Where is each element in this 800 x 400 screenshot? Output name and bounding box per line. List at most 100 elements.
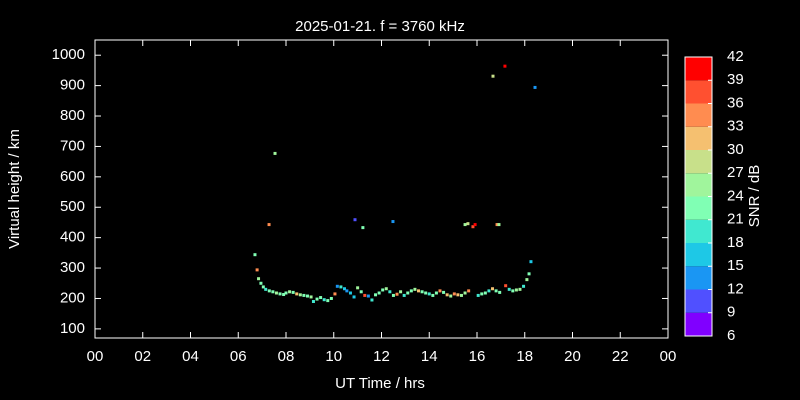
colorbar-tick-label: 36 [727, 94, 744, 111]
colorbar-tick-label: 24 [727, 187, 744, 204]
data-point [445, 293, 449, 297]
data-point [498, 290, 502, 294]
data-point [402, 293, 406, 297]
data-point [504, 284, 508, 288]
data-point [370, 298, 374, 302]
y-tick-label: 400 [60, 229, 85, 246]
data-point [463, 291, 467, 295]
data-point [271, 290, 275, 294]
data-point [471, 225, 475, 229]
x-tick-label: 20 [564, 348, 581, 365]
data-point [480, 292, 484, 296]
data-point [459, 293, 463, 297]
data-point [345, 289, 349, 293]
data-point [374, 293, 378, 297]
data-point [467, 289, 471, 293]
data-point [417, 289, 421, 293]
colorbar-tick-label: 21 [727, 211, 744, 228]
colorbar-block [685, 80, 712, 104]
data-point [253, 253, 257, 257]
data-point [273, 151, 277, 155]
data-point [326, 299, 330, 303]
x-tick-label: 16 [469, 348, 486, 365]
colorbar-block [685, 312, 712, 336]
data-point [381, 288, 385, 292]
colorbar-tick-label: 42 [727, 48, 744, 65]
data-point [278, 292, 282, 296]
colorbar-tick-label: 39 [727, 71, 744, 88]
colorbar-tick-label: 15 [727, 257, 744, 274]
data-point [507, 287, 511, 291]
data-point [267, 223, 271, 227]
data-point [491, 287, 495, 291]
data-point [522, 284, 526, 288]
data-point [274, 291, 278, 295]
data-point [291, 290, 295, 294]
x-tick-label: 00 [87, 348, 104, 365]
data-point [463, 223, 467, 227]
data-point [525, 278, 529, 282]
colorbar-tick-label: 9 [727, 304, 735, 321]
x-tick-label: 14 [421, 348, 438, 365]
colorbar-tick-label: 33 [727, 118, 744, 135]
x-axis-label: UT Time / hrs [335, 375, 425, 392]
data-point [384, 287, 388, 291]
data-point [442, 290, 446, 294]
data-point [438, 289, 442, 293]
x-tick-label: 10 [325, 348, 342, 365]
colorbar-block [685, 173, 712, 197]
data-point [529, 260, 533, 264]
colorbar-block [685, 196, 712, 220]
data-point [282, 293, 286, 297]
colorbar-tick-label: 18 [727, 234, 744, 251]
colorbar-block [685, 150, 712, 174]
data-point [335, 284, 339, 288]
colorbar-tick-label: 6 [727, 327, 735, 344]
data-point [257, 277, 261, 281]
data-point [288, 290, 292, 294]
data-point [456, 293, 460, 297]
colorbar-block [685, 57, 712, 81]
data-point [305, 294, 309, 298]
data-point [311, 300, 315, 304]
data-point [391, 220, 395, 224]
data-point [309, 295, 313, 299]
colorbar-tick-label: 12 [727, 280, 744, 297]
data-point [533, 85, 537, 89]
data-point [483, 291, 487, 295]
y-axis-label: Virtual height / km [6, 129, 23, 249]
colorbar-block [685, 126, 712, 150]
colorbar-tick-label: 27 [727, 164, 744, 181]
data-point [424, 291, 428, 295]
data-point [352, 295, 356, 299]
data-point [449, 294, 453, 298]
data-point [514, 288, 518, 292]
colorbar-block [685, 219, 712, 243]
data-point [348, 291, 352, 295]
data-point [259, 281, 263, 285]
data-point [361, 226, 365, 230]
data-point [409, 289, 413, 293]
data-point [284, 291, 288, 295]
data-point [527, 272, 531, 276]
data-point [399, 290, 403, 294]
data-point [491, 74, 495, 78]
x-tick-label: 06 [230, 348, 247, 365]
y-tick-label: 200 [60, 289, 85, 306]
data-point [434, 291, 438, 295]
data-point [476, 293, 480, 297]
y-tick-label: 600 [60, 168, 85, 185]
data-point [353, 218, 357, 222]
data-point [339, 285, 343, 289]
data-point [518, 287, 522, 291]
colorbar-tick-label: 30 [727, 141, 744, 158]
data-point [466, 222, 470, 226]
x-tick-label: 04 [182, 348, 199, 365]
data-point [495, 223, 499, 227]
x-tick-label: 18 [516, 348, 533, 365]
data-point [431, 293, 435, 297]
data-point [322, 298, 326, 302]
y-tick-label: 300 [60, 259, 85, 276]
data-point [406, 291, 410, 295]
